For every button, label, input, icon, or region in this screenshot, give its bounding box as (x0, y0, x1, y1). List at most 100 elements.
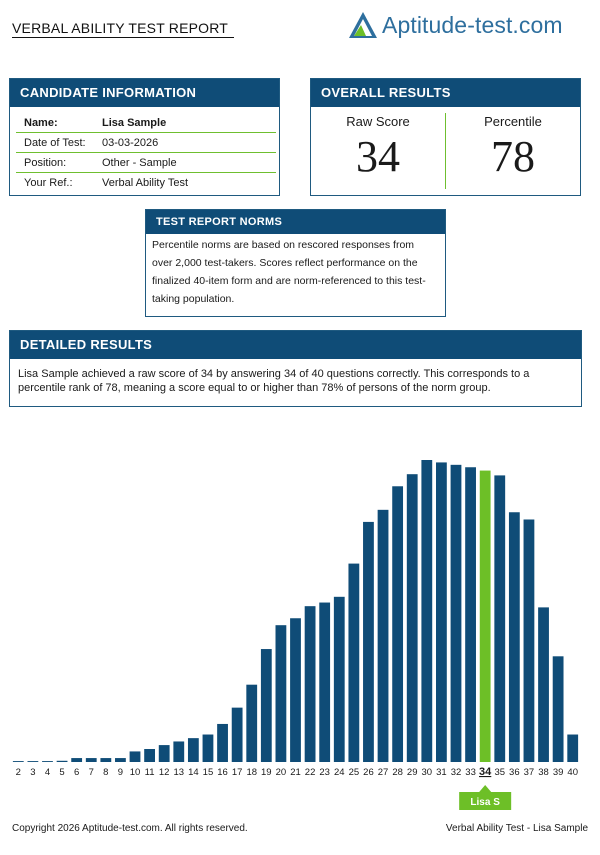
x-tick-label: 19 (261, 767, 272, 778)
x-tick-label: 11 (145, 767, 155, 778)
raw-score-label: Raw Score (346, 114, 410, 129)
x-tick-label: 12 (159, 767, 170, 778)
bar (363, 521, 374, 762)
bar (12, 761, 24, 762)
norms-text: Percentile norms are based on rescored r… (152, 239, 426, 305)
candidate-information-panel: CANDIDATE INFORMATION Name: Lisa Sample … (9, 78, 280, 196)
detail-text: Lisa Sample achieved a raw score of 34 b… (18, 368, 530, 394)
table-row: Date of Test: 03-03-2026 (16, 132, 276, 153)
bar (217, 723, 228, 762)
table-row: Your Ref.: Verbal Ability Test (16, 173, 276, 193)
bar (27, 761, 39, 762)
bar (187, 738, 199, 762)
report-title: VERBAL ABILITY TEST REPORT (12, 20, 234, 38)
bar (202, 734, 214, 762)
bar (42, 761, 53, 762)
bar (231, 707, 243, 762)
test-report-norms-panel: TEST REPORT NORMS Percentile norms are b… (145, 209, 446, 317)
bar (129, 751, 141, 762)
bar (304, 606, 316, 762)
candidate-label: Your Ref.: (24, 176, 73, 189)
marker-label: Lisa S (470, 797, 500, 808)
divider (445, 113, 446, 189)
x-tick-label: 3 (30, 767, 35, 778)
x-tick-label: 4 (45, 767, 50, 778)
x-tick-label: 18 (246, 767, 257, 778)
bar (333, 596, 345, 762)
x-tick-label: 37 (524, 767, 535, 778)
bar (421, 460, 433, 762)
bar (567, 734, 579, 762)
x-tick-label: 28 (392, 767, 403, 778)
bar (319, 602, 331, 762)
candidate-value: Other - Sample (94, 152, 276, 173)
bar (100, 758, 112, 762)
triangle-logo-icon (349, 12, 377, 38)
percentile-block: Percentile 78 (446, 107, 580, 195)
norms-heading: TEST REPORT NORMS (146, 210, 445, 234)
candidate-label: Name: (16, 113, 94, 133)
bar (85, 758, 97, 762)
x-tick-label: 8 (103, 767, 108, 778)
raw-score-value: 34 (356, 132, 400, 181)
bar (260, 649, 272, 762)
bar (523, 519, 535, 762)
candidate-heading: CANDIDATE INFORMATION (10, 79, 279, 107)
x-tick-label: 40 (567, 767, 578, 778)
bar (71, 758, 83, 762)
x-tick-label: 38 (538, 767, 549, 778)
x-tick-label: 27 (378, 767, 389, 778)
bar (290, 618, 301, 762)
score-distribution-chart: 2 3 4 5 6 7 8 9 10 11 12 13 14 15 16 17 18 19 20 21 22 23 24 25… (0, 440, 600, 820)
x-tick-label: 14 (188, 767, 199, 778)
x-tick-label: 34 (479, 766, 492, 778)
bar (392, 486, 404, 762)
logo[interactable]: Aptitude-test.com (348, 8, 563, 42)
x-tick-label: 10 (130, 767, 141, 778)
bar (144, 749, 155, 762)
x-tick-label: 6 (74, 767, 79, 778)
x-tick-label: 31 (436, 767, 447, 778)
bar (158, 745, 170, 762)
table-row: Name: Lisa Sample (16, 113, 276, 133)
raw-score-block: Raw Score 34 (311, 107, 445, 195)
x-tick-label: 30 (422, 767, 433, 778)
x-tick-label: 16 (217, 767, 228, 778)
bar (552, 656, 564, 762)
x-tick-label: 33 (465, 767, 476, 778)
candidate-value: Lisa Sample (94, 113, 276, 133)
x-tick-label: 20 (276, 767, 287, 778)
bar (115, 758, 126, 762)
detail-heading: DETAILED RESULTS (10, 331, 581, 359)
logo-text: Aptitude-test.com (382, 11, 563, 38)
x-tick-label: 23 (319, 767, 330, 778)
candidate-value: Verbal Ability Test (102, 176, 189, 189)
candidate-marker: Lisa S (459, 785, 512, 810)
x-tick-label: 13 (173, 767, 184, 778)
table-row: Position: Other - Sample (16, 152, 276, 173)
overall-heading: OVERALL RESULTS (311, 79, 580, 107)
footer-report-name: Verbal Ability Test - Lisa Sample (445, 823, 588, 834)
x-tick-label: 5 (59, 767, 64, 778)
marker-box (459, 792, 512, 810)
bar (450, 464, 462, 762)
bar (465, 467, 476, 762)
bar (56, 760, 68, 762)
candidate-table: Name: Lisa Sample Date of Test: 03-03-20… (16, 113, 276, 192)
x-tick-label: 35 (494, 767, 505, 778)
overall-results-panel: OVERALL RESULTS Raw Score 34 Percentile … (310, 78, 581, 196)
x-tick-label: 9 (118, 767, 123, 778)
bar (508, 512, 520, 762)
x-tick-label: 17 (232, 767, 243, 778)
x-tick-label: 26 (363, 767, 374, 778)
bar (377, 509, 389, 762)
candidate-label: Position: (16, 152, 94, 173)
x-tick-label: 36 (509, 767, 520, 778)
percentile-value: 78 (491, 132, 535, 181)
bar (173, 741, 185, 762)
x-tick-label: 39 (553, 767, 564, 778)
x-tick-label: 24 (334, 767, 345, 778)
bar (406, 474, 418, 762)
marker-pointer (479, 785, 492, 792)
x-tick-label: 15 (203, 767, 214, 778)
